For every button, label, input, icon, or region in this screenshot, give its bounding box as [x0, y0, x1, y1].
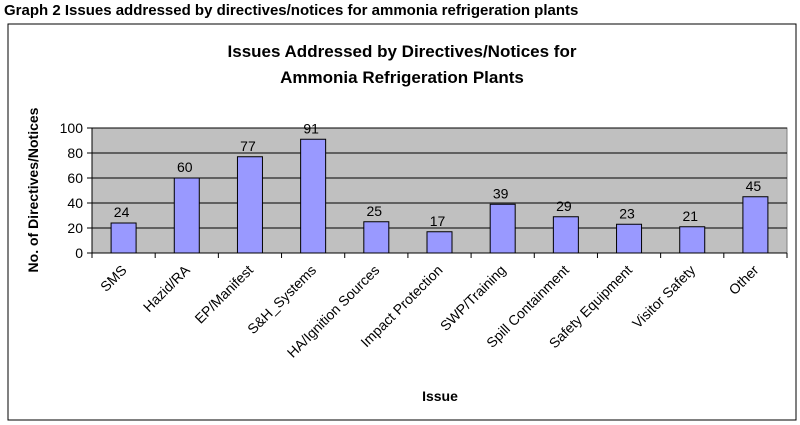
chart-title-line-2: Ammonia Refrigeration Plants	[280, 68, 524, 87]
data-label: 23	[619, 205, 635, 221]
bar	[426, 231, 453, 254]
bar	[363, 221, 390, 254]
x-axis-title: Issue	[422, 388, 458, 404]
y-tick-label: 40	[67, 195, 83, 211]
data-label: 17	[430, 213, 446, 229]
bar	[173, 177, 200, 254]
y-tick-label: 0	[75, 245, 83, 261]
data-label: 91	[303, 120, 319, 136]
bar	[489, 203, 516, 254]
y-tick-label: 100	[60, 120, 84, 136]
bar	[616, 223, 643, 254]
bar	[742, 196, 769, 254]
data-label: 60	[177, 159, 193, 175]
data-label: 21	[682, 208, 698, 224]
y-tick-label: 20	[67, 220, 83, 236]
y-tick-label: 60	[67, 170, 83, 186]
data-label: 39	[493, 185, 509, 201]
bar	[300, 138, 327, 254]
data-label: 25	[367, 203, 383, 219]
chart-title-line-1: Issues Addressed by Directives/Notices f…	[228, 42, 577, 61]
bar	[110, 222, 137, 254]
y-tick-label: 80	[67, 145, 83, 161]
data-label: 24	[114, 204, 130, 220]
figure-caption: Graph 2 Issues addressed by directives/n…	[4, 2, 579, 19]
y-axis-title: No. of Directives/Notices	[25, 107, 41, 272]
data-label: 45	[746, 178, 762, 194]
bar	[679, 226, 706, 254]
bar	[552, 216, 579, 254]
data-label: 77	[240, 138, 256, 154]
data-label: 29	[556, 198, 572, 214]
bar	[236, 156, 263, 254]
